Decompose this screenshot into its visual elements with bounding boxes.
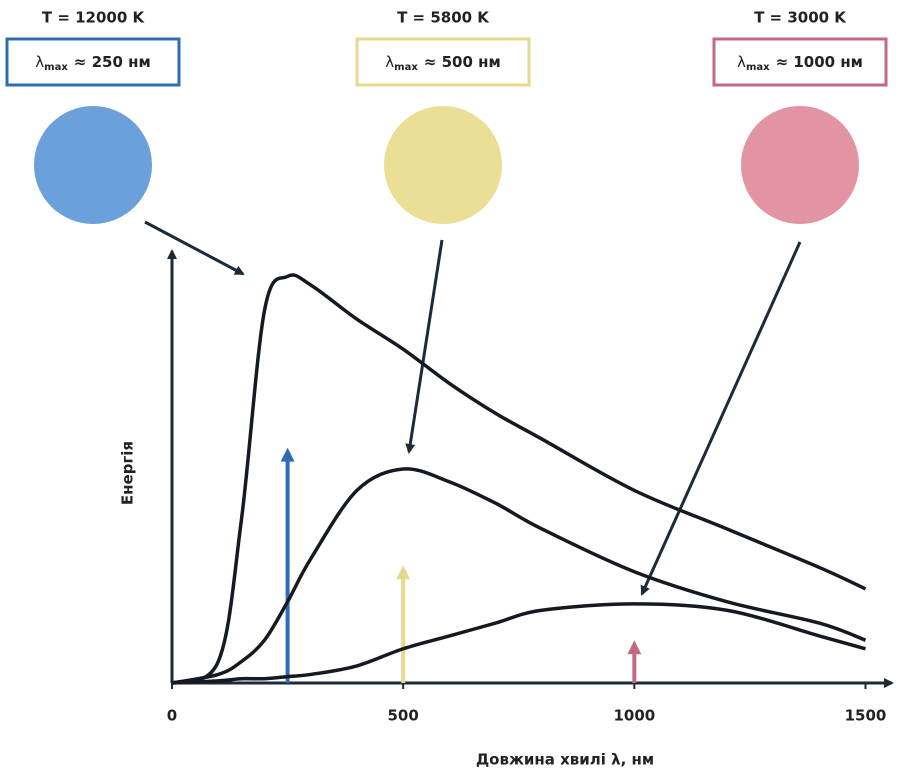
peak-label-box (712, 37, 888, 87)
energy-curve (171, 467, 867, 685)
energy-curve (171, 602, 866, 685)
y-axis-label: Енергія (119, 441, 137, 505)
peak-value: ≈ 500 нм (424, 53, 501, 71)
peak-label: λmax ≈ 250 нм (35, 53, 150, 74)
peak-label: λmax ≈ 500 нм (385, 53, 500, 74)
color-swatch (384, 106, 502, 224)
x-tick-label: 1500 (845, 707, 887, 725)
lambda-symbol: λ (35, 53, 44, 71)
pointer-arrow (405, 239, 444, 454)
peak-label: λmax ≈ 1000 нм (737, 53, 863, 74)
peak-marker-head (627, 640, 642, 655)
peak-label-box (355, 37, 531, 87)
legend-label: T = 5800 K (397, 9, 490, 27)
legend-label: T = 3000 K (754, 9, 847, 27)
peak-marker-head (280, 447, 295, 462)
peak-value: ≈ 1000 нм (776, 53, 863, 71)
x-tick-label: 1000 (613, 707, 655, 725)
lambda-sub: max (44, 62, 68, 73)
lambda-symbol: λ (737, 53, 746, 71)
x-tick-label: 500 (388, 707, 419, 725)
x-axis-label: Довжина хвилі λ, нм (476, 751, 654, 769)
peak-marker-head (396, 565, 411, 580)
legend-label: T = 12000 K (42, 9, 146, 27)
x-tick-label: 0 (167, 707, 177, 725)
lambda-sub: max (746, 62, 770, 73)
pointer-arrow (144, 220, 245, 276)
pointer-arrows (144, 220, 802, 596)
color-swatch (34, 106, 152, 224)
peak-label-box (5, 37, 181, 87)
peak-value: ≈ 250 нм (74, 53, 151, 71)
energy-curve (171, 273, 867, 685)
pointer-arrow (640, 241, 802, 596)
lambda-sub: max (394, 62, 418, 73)
lambda-symbol: λ (385, 53, 394, 71)
color-swatch (741, 106, 859, 224)
